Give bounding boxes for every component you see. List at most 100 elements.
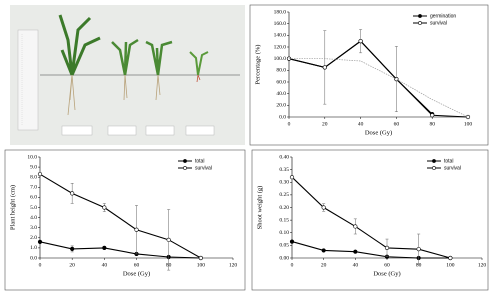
x-tick-label: 60 (134, 262, 140, 268)
data-point (353, 224, 358, 229)
y-tick-label: 100.0 (274, 56, 287, 62)
y-tick-label: 0.05 (279, 243, 289, 249)
data-point (321, 248, 326, 253)
chart: 0.00 0.05 0.10 0.15 0.20 0.25 0.30 0.35 0.40 0 20 4… (251, 149, 489, 291)
series-line (39, 173, 202, 259)
x-tick-label: 40 (353, 262, 359, 268)
x-tick-label: 120 (478, 262, 487, 268)
legend-marker (418, 14, 422, 18)
chart: 0.0 1.0 2.0 3.0 4.0 5.0 6.0 7.0 8.0 9.0 10.0 0 20 40 6… (4, 149, 246, 291)
data-point (416, 247, 421, 252)
series-line (39, 241, 201, 259)
x-tick-label: 40 (358, 121, 364, 127)
data-point (166, 237, 171, 242)
y-tick-label: 0.00 (279, 255, 289, 261)
legend-label: total (444, 158, 453, 164)
photo (10, 5, 245, 145)
roots (123, 74, 128, 101)
tag (145, 125, 175, 136)
plant (145, 40, 173, 76)
data-point (134, 227, 139, 232)
x-tick-label: 0 (288, 121, 291, 127)
y-tick-label: 0.10 (279, 230, 289, 236)
legend-marker (183, 166, 187, 170)
roots (155, 74, 161, 101)
y-tick-label: 120.0 (274, 44, 287, 50)
legend-marker (432, 159, 436, 163)
y-tick-label: 180.0 (274, 9, 287, 15)
y-tick-label: 7.0 (30, 185, 37, 191)
plant (58, 14, 101, 76)
plant (189, 51, 209, 76)
y-tick-label: 0.20 (279, 205, 289, 211)
y-tick-label: 60.0 (276, 79, 286, 85)
chart: 0.0 20.0 40.0 60.0 80.0 100.0 120.0 140.0 160.0 1… (249, 4, 489, 146)
y-tick-label: 0.40 (279, 154, 289, 160)
y-axis-title: Plant height (cm) (9, 185, 16, 230)
tag (185, 125, 215, 136)
x-axis-title: Dose (Gy) (373, 270, 400, 277)
series-line (288, 40, 469, 118)
y-tick-label: 5.0 (30, 205, 37, 211)
y-tick-label: 80.0 (276, 68, 286, 74)
data-point (289, 239, 295, 244)
y-tick-label: 0.0 (279, 114, 286, 120)
data-point (198, 255, 203, 261)
legend-label: total (195, 158, 204, 164)
legend-marker (183, 159, 187, 163)
x-tick-label: 60 (384, 262, 390, 268)
data-point (353, 249, 358, 254)
roots (67, 74, 76, 116)
data-point (430, 113, 435, 118)
x-tick-label: 20 (321, 262, 327, 268)
y-tick-label: 1.0 (30, 245, 37, 251)
data-point (70, 246, 75, 252)
x-axis-title: Dose (Gy) (365, 129, 392, 136)
tag (61, 125, 93, 136)
x-tick-label: 60 (394, 121, 400, 127)
y-tick-label: 6.0 (30, 195, 37, 201)
y-tick-label: 20.0 (276, 103, 286, 109)
x-axis-title: Dose (Gy) (123, 270, 150, 277)
y-tick-label: 40.0 (276, 91, 286, 97)
legend-label: survival (444, 165, 461, 171)
x-tick-label: 0 (291, 262, 294, 268)
x-tick-label: 20 (69, 262, 75, 268)
y-tick-label: 9.0 (30, 164, 37, 170)
y-tick-label: 0.35 (279, 167, 289, 173)
x-tick-label: 100 (464, 121, 473, 127)
y-tick-label: 0.30 (279, 180, 289, 186)
data-point (289, 175, 295, 180)
legend-label: survival (430, 20, 447, 26)
chart-frame (251, 149, 489, 291)
x-tick-label: 80 (429, 121, 435, 127)
y-tick-label: 0.15 (279, 217, 289, 223)
legend-marker (432, 166, 436, 170)
data-point (394, 76, 399, 82)
data-point (70, 191, 75, 196)
data-point (102, 205, 107, 210)
data-point (322, 65, 327, 70)
x-tick-label: 0 (39, 262, 42, 268)
chart-frame (4, 149, 246, 291)
tag (107, 125, 137, 136)
y-axis-title: Shoot weight (g) (256, 186, 263, 230)
data-point (448, 255, 453, 261)
y-tick-label: 8.0 (30, 174, 37, 180)
data-point (37, 239, 43, 244)
y-tick-label: 3.0 (30, 225, 37, 231)
y-tick-label: 2.0 (30, 235, 37, 241)
data-point (384, 245, 390, 250)
series-line (291, 176, 451, 259)
legend-label: survival (195, 165, 212, 171)
x-tick-label: 100 (197, 262, 206, 268)
data-point (102, 245, 107, 250)
x-tick-label: 40 (102, 262, 108, 268)
series-line (291, 241, 451, 259)
y-tick-label: 4.0 (30, 215, 37, 221)
data-point (37, 172, 43, 177)
data-point (321, 205, 326, 210)
data-point (358, 39, 363, 44)
